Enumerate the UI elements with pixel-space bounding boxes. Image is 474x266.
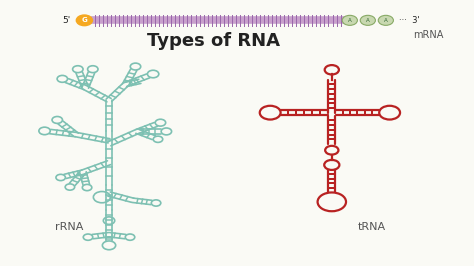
Text: A: A <box>348 18 352 23</box>
Text: mRNA: mRNA <box>413 30 443 40</box>
Circle shape <box>342 15 357 25</box>
Text: A: A <box>366 18 370 23</box>
Text: ···  3': ··· 3' <box>399 16 420 25</box>
Text: G: G <box>82 17 87 23</box>
Text: Types of RNA: Types of RNA <box>147 32 280 50</box>
Circle shape <box>360 15 375 25</box>
Text: A: A <box>384 18 388 23</box>
Text: tRNA: tRNA <box>358 222 386 232</box>
Text: 5': 5' <box>63 16 71 25</box>
Circle shape <box>378 15 393 25</box>
Circle shape <box>76 15 92 26</box>
Text: rRNA: rRNA <box>55 222 83 232</box>
